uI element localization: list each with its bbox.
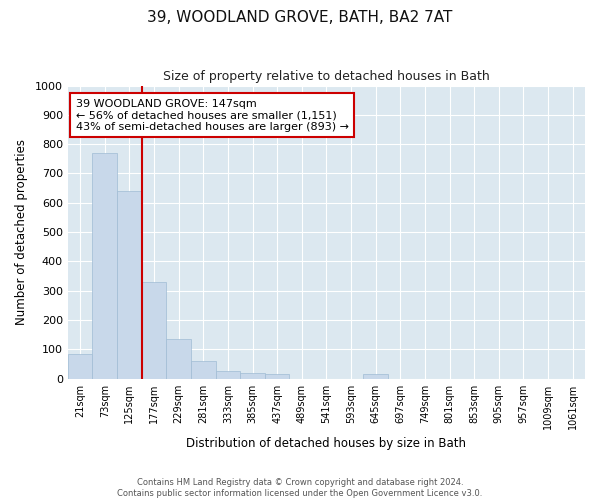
X-axis label: Distribution of detached houses by size in Bath: Distribution of detached houses by size … <box>187 437 466 450</box>
Bar <box>117 191 142 378</box>
Bar <box>265 374 289 378</box>
Text: 39, WOODLAND GROVE, BATH, BA2 7AT: 39, WOODLAND GROVE, BATH, BA2 7AT <box>148 10 452 25</box>
Text: Contains HM Land Registry data © Crown copyright and database right 2024.
Contai: Contains HM Land Registry data © Crown c… <box>118 478 482 498</box>
Bar <box>364 374 388 378</box>
Bar <box>142 282 166 378</box>
Title: Size of property relative to detached houses in Bath: Size of property relative to detached ho… <box>163 70 490 83</box>
Bar <box>240 372 265 378</box>
Bar <box>68 354 92 378</box>
Y-axis label: Number of detached properties: Number of detached properties <box>15 139 28 325</box>
Bar <box>166 339 191 378</box>
Bar <box>191 361 215 378</box>
Bar <box>92 153 117 378</box>
Text: 39 WOODLAND GROVE: 147sqm
← 56% of detached houses are smaller (1,151)
43% of se: 39 WOODLAND GROVE: 147sqm ← 56% of detac… <box>76 98 349 132</box>
Bar <box>215 371 240 378</box>
